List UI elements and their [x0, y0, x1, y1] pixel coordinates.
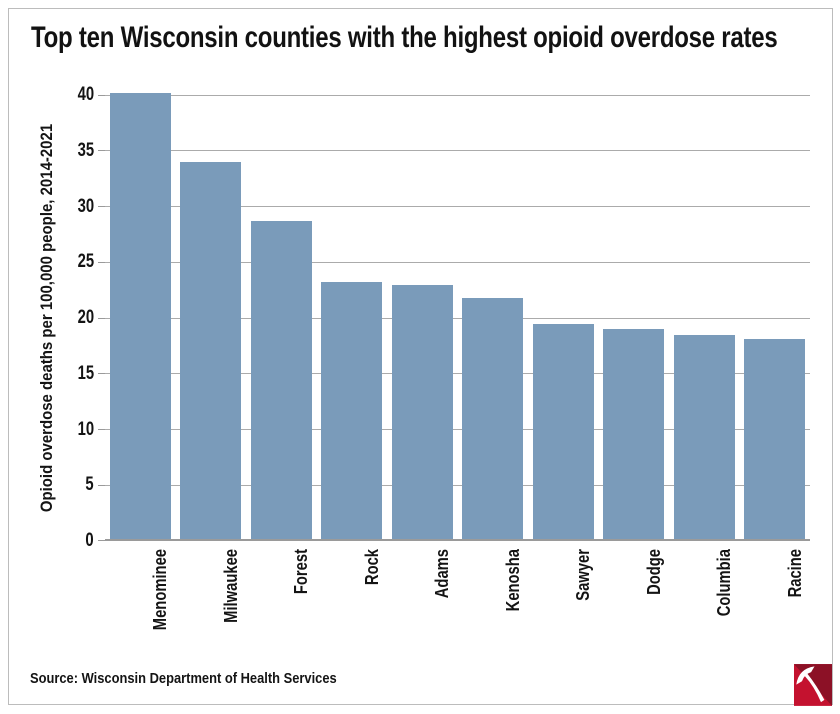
bar-sawyer	[533, 324, 594, 541]
source-attribution-text: Source: Wisconsin Department of Health S…	[30, 670, 337, 687]
y-tick-label-25: 25	[73, 251, 94, 273]
bar-menominee	[110, 93, 171, 541]
x-axis-line	[105, 539, 810, 541]
y-tick-label-text: 25	[77, 251, 94, 273]
x-category-label-text: Rock	[361, 549, 382, 586]
bar-rock	[321, 282, 382, 541]
x-category-label-dodge: Dodge	[644, 549, 664, 605]
y-tick-label-30: 30	[73, 196, 94, 218]
y-tick-25	[98, 261, 105, 263]
plot-area: 0 5 10 15 20 25 30 35 40 Menominee Milwaukee Forest…	[78, 84, 810, 630]
x-category-label-adams: Adams	[432, 549, 452, 609]
y-tick-label-5: 5	[83, 474, 94, 496]
chart-title: Top ten Wisconsin counties with the high…	[31, 21, 840, 54]
x-category-label-sawyer: Sawyer	[573, 549, 593, 612]
x-category-label-text: Kenosha	[502, 549, 523, 612]
bar-dodge	[603, 329, 664, 541]
gridline-20	[105, 317, 810, 319]
y-tick-5	[98, 484, 105, 486]
y-tick-label-text: 30	[77, 195, 94, 217]
y-tick-label-text: 40	[77, 84, 94, 105]
x-category-label-text: Milwaukee	[220, 549, 241, 623]
bar-racine	[744, 339, 805, 541]
bar-forest	[251, 221, 312, 541]
x-category-label-text: Racine	[784, 549, 805, 598]
x-category-label-forest: Forest	[291, 549, 311, 604]
gridline-25	[105, 261, 810, 263]
y-tick-0	[98, 540, 105, 541]
y-tick-10	[98, 429, 105, 430]
bar-adams	[392, 285, 453, 541]
y-tick-label-text: 35	[77, 139, 94, 161]
y-tick-40	[98, 94, 105, 96]
gridline-40	[105, 94, 810, 96]
gridline-35	[105, 150, 810, 152]
y-tick-30	[98, 206, 105, 207]
y-tick-20	[98, 317, 105, 319]
x-category-label-text: Sawyer	[573, 549, 594, 601]
x-category-label-text: Adams	[432, 549, 453, 599]
x-category-label-text: Dodge	[643, 549, 664, 595]
gridline-15	[105, 373, 810, 375]
y-tick-label-10: 10	[73, 419, 94, 441]
gridline-30	[105, 206, 810, 207]
y-tick-label-text: 20	[77, 307, 94, 328]
x-category-label-menominee: Menominee	[150, 549, 170, 648]
x-category-label-kenosha: Kenosha	[503, 549, 523, 625]
y-tick-label-text: 15	[77, 362, 94, 384]
x-category-label-rock: Rock	[362, 549, 382, 593]
bar-columbia	[674, 335, 735, 541]
y-tick-15	[98, 373, 105, 375]
y-tick-label-40: 40	[73, 84, 94, 106]
y-tick-label-20: 20	[73, 307, 94, 329]
bar-milwaukee	[180, 162, 241, 541]
gridline-5	[105, 484, 810, 486]
y-axis-title: Opioid overdose deaths per 100,000 peopl…	[37, 97, 57, 538]
source-attribution: Source: Wisconsin Department of Health S…	[30, 670, 387, 687]
y-tick-label-text: 10	[77, 418, 94, 440]
x-category-label-milwaukee: Milwaukee	[221, 549, 241, 639]
y-tick-label-text: 0	[85, 530, 94, 551]
chart-title-text: Top ten Wisconsin counties with the high…	[31, 21, 778, 54]
y-tick-label-text: 5	[85, 474, 94, 496]
x-category-label-columbia: Columbia	[714, 549, 734, 631]
y-tick-label-35: 35	[73, 140, 94, 162]
gridline-10	[105, 429, 810, 430]
pickaxe-logo	[794, 664, 832, 706]
y-axis-title-text: Opioid overdose deaths per 100,000 peopl…	[37, 123, 56, 513]
y-tick-label-15: 15	[73, 363, 94, 385]
y-tick-35	[98, 150, 105, 152]
x-category-label-text: Menominee	[150, 549, 171, 631]
y-tick-label-0: 0	[83, 530, 94, 552]
x-category-label-racine: Racine	[785, 549, 805, 608]
bar-kenosha	[462, 298, 523, 541]
x-category-label-text: Forest	[291, 549, 312, 595]
x-category-label-text: Columbia	[714, 549, 735, 617]
